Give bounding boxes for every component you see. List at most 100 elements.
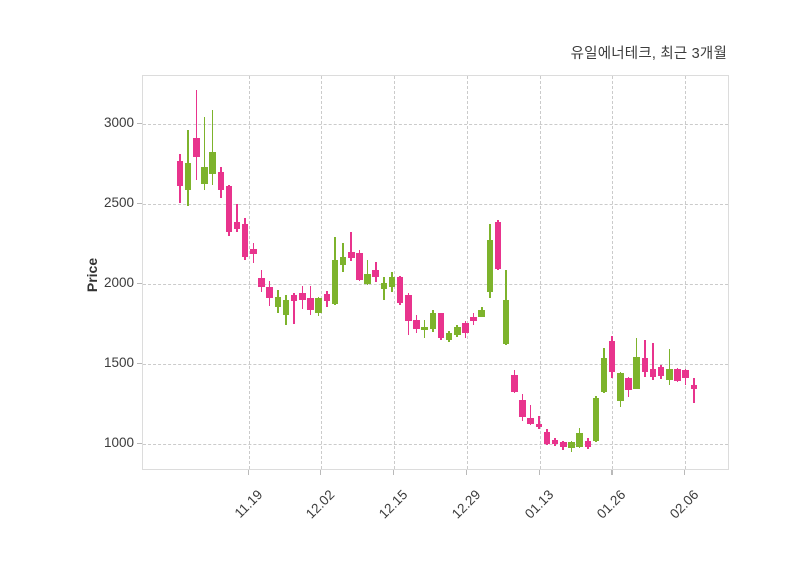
candle-body — [649, 368, 657, 377]
x-axis-tick-label: 12.15 — [375, 487, 411, 522]
candle-body — [608, 341, 616, 372]
candle-body — [299, 293, 306, 300]
candle-body — [364, 273, 371, 284]
candle-body — [201, 167, 208, 184]
gridline-horizontal — [143, 203, 728, 205]
gridline-horizontal — [143, 283, 728, 285]
gridline-vertical — [248, 76, 250, 469]
candle-body — [478, 310, 485, 317]
candle-wick — [211, 110, 214, 185]
candle-body — [502, 299, 510, 344]
candle-wick — [366, 259, 369, 286]
candle-body — [600, 358, 608, 392]
candle-body — [527, 418, 534, 424]
candle-wick — [195, 90, 198, 180]
candle-body — [437, 313, 445, 339]
chart-title: 유일에너테크, 최근 3개월 — [570, 46, 727, 62]
y-axis-tick-label: 2000 — [103, 274, 134, 290]
candle-wick — [692, 378, 695, 404]
candle-body — [193, 138, 200, 157]
gridline-vertical — [612, 76, 614, 469]
candle-wick — [538, 415, 540, 429]
x-axis-tick-label: 01.13 — [521, 487, 557, 522]
candle-body — [560, 442, 567, 447]
plot-area — [142, 75, 729, 470]
candle-body — [290, 295, 298, 302]
x-tick-mark — [611, 470, 613, 475]
candle-body — [258, 278, 265, 288]
y-tick-mark — [137, 362, 142, 365]
x-tick-mark — [466, 470, 468, 475]
x-tick-mark — [247, 470, 249, 475]
candle-body — [339, 256, 347, 266]
candle-body — [633, 356, 640, 389]
candle-body — [576, 433, 583, 447]
candle-body — [315, 298, 322, 314]
candle-body — [486, 239, 494, 292]
candle-body — [241, 223, 249, 257]
candle-body — [282, 299, 290, 316]
candle-wick — [529, 405, 532, 425]
x-tick-mark — [320, 470, 322, 475]
candle-body — [233, 221, 241, 229]
x-tick-mark — [683, 470, 686, 475]
candle-body — [625, 378, 632, 391]
gridline-vertical — [684, 76, 686, 469]
x-axis-tick-label: 11.19 — [231, 487, 266, 521]
candle-body — [331, 259, 339, 304]
candle-body — [519, 399, 526, 417]
candle-body — [470, 317, 477, 322]
candle-body — [176, 160, 184, 187]
candle-body — [592, 398, 600, 442]
candle-wick — [668, 348, 671, 385]
candle-body — [225, 186, 233, 232]
candle-body — [682, 370, 689, 379]
candle-body — [551, 439, 559, 444]
gridline-vertical — [539, 76, 541, 469]
candle-body — [266, 287, 273, 299]
y-tick-mark — [137, 122, 142, 125]
x-tick-mark — [392, 470, 394, 475]
candle-body — [209, 151, 216, 174]
candle-body — [429, 313, 437, 329]
gridline-vertical — [321, 76, 323, 469]
candle-body — [307, 298, 314, 311]
y-axis-tick-label: 1000 — [103, 434, 134, 450]
x-axis-tick-label: 01.26 — [594, 487, 629, 522]
candle-body — [666, 368, 673, 380]
x-axis-tick-label: 12.29 — [449, 487, 484, 522]
candle-body — [674, 369, 681, 382]
candle-body — [568, 442, 575, 448]
y-tick-mark — [137, 282, 142, 285]
candle-wick — [203, 116, 206, 191]
gridline-vertical — [467, 76, 469, 469]
gridline-vertical — [393, 76, 395, 469]
candle-body — [250, 248, 257, 254]
candle-body — [348, 251, 355, 259]
gridline-horizontal — [143, 443, 728, 445]
candle-body — [494, 221, 502, 269]
y-axis-tick-label: 3000 — [103, 114, 134, 130]
x-axis-tick-label: 12.02 — [303, 487, 338, 522]
candle-body — [388, 277, 396, 288]
candle-body — [380, 283, 388, 289]
candle-body — [445, 333, 453, 340]
candle-body — [421, 327, 428, 331]
x-axis-tick-label: 02.06 — [666, 487, 702, 522]
candle-body — [323, 294, 331, 302]
candle-body — [405, 295, 412, 322]
candle-body — [584, 440, 591, 447]
candle-body — [657, 367, 665, 376]
gridline-horizontal — [143, 363, 728, 365]
candle-body — [396, 276, 404, 304]
candle-body — [543, 431, 551, 444]
candle-wick — [236, 203, 238, 232]
candle-wick — [652, 343, 654, 380]
candle-body — [413, 319, 420, 329]
candle-wick — [293, 293, 295, 324]
y-tick-mark — [137, 442, 142, 445]
candle-body — [274, 296, 282, 308]
candle-body — [217, 171, 225, 190]
candle-body — [356, 252, 363, 280]
